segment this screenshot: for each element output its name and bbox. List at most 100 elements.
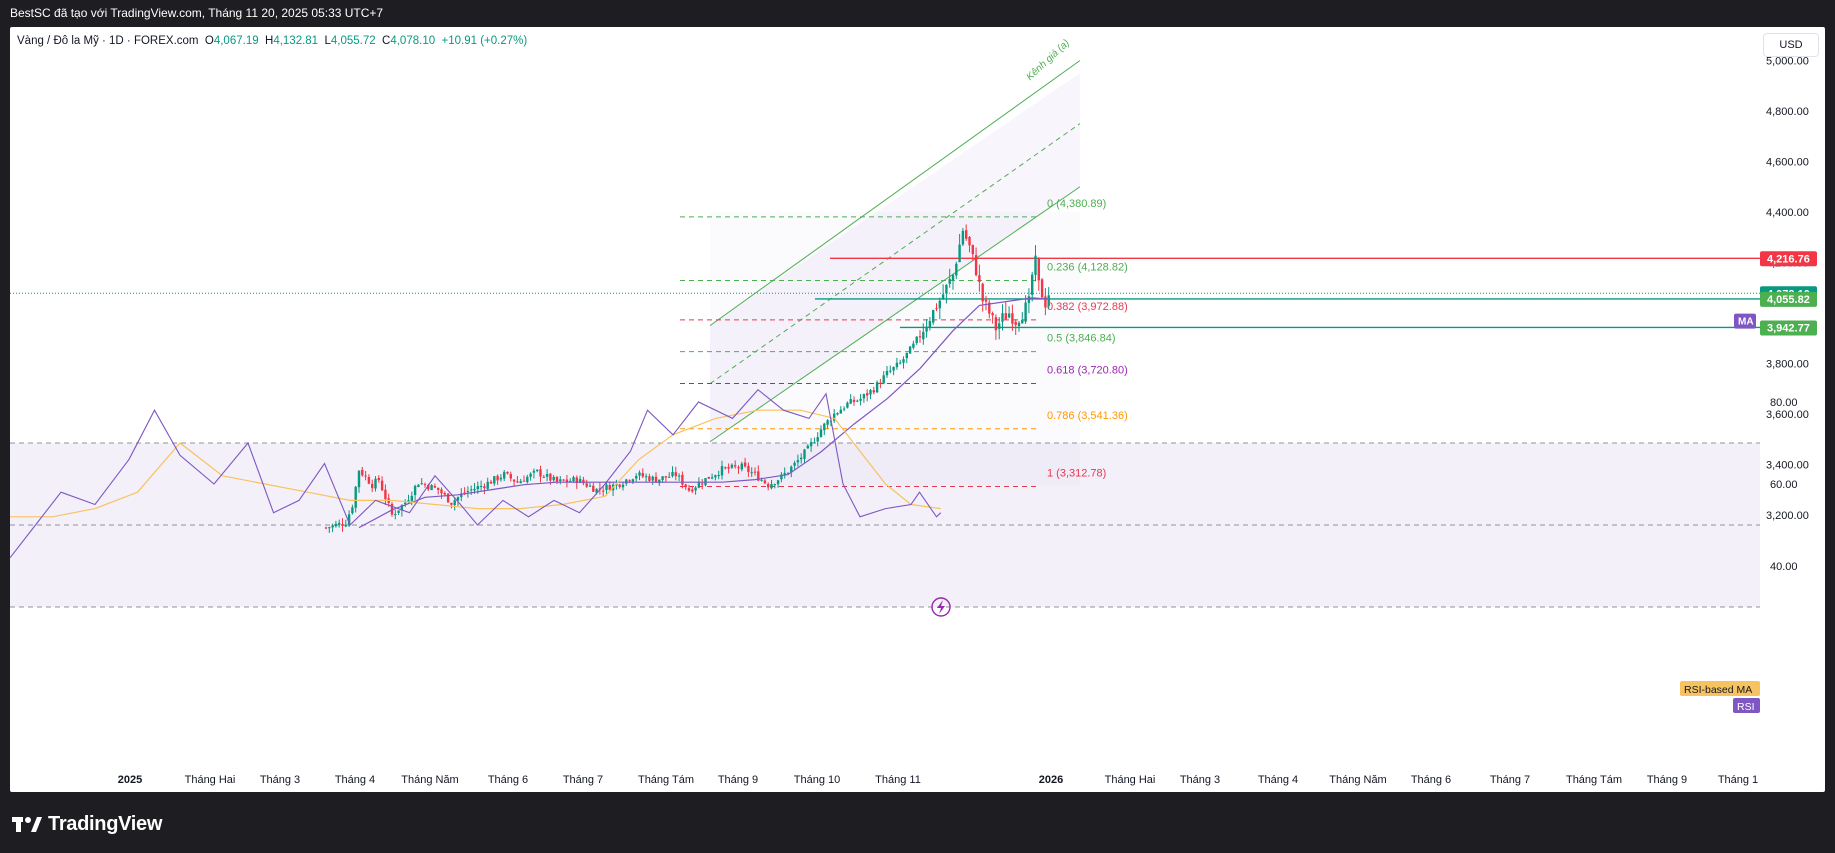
candle-body	[562, 479, 565, 481]
candle-body	[862, 394, 866, 399]
time-tick-label: Tháng 10	[794, 774, 840, 786]
candle-body	[717, 475, 720, 477]
ma-axis-badge	[1734, 313, 1756, 329]
price-tick-label: 3,400.00	[1766, 460, 1809, 472]
rsi-label: RSI	[1737, 701, 1755, 713]
candle-body	[621, 484, 625, 488]
candle-body	[555, 476, 559, 482]
fib-label-0.618: 0.618 (3,720.80)	[1047, 364, 1128, 376]
candle-body	[516, 481, 519, 483]
candle-body	[668, 476, 671, 478]
candle-body	[641, 473, 644, 477]
time-tick-label: Tháng Hai	[185, 774, 236, 786]
candle-body	[800, 457, 803, 460]
time-tick-label: Tháng 3	[1180, 774, 1220, 786]
candle-body	[430, 485, 433, 491]
candle-body	[671, 471, 674, 477]
tradingview-logo[interactable]: TradingView	[12, 813, 162, 836]
candle-body	[737, 467, 740, 469]
candle-body	[1004, 313, 1007, 320]
fib-label-0.382: 0.382 (3,972.88)	[1047, 301, 1128, 313]
rsi-label-badge	[1680, 681, 1760, 696]
candle-body	[519, 481, 522, 484]
close-value: 4,078.10	[390, 35, 436, 47]
candle-body	[833, 413, 836, 421]
candle-body	[1014, 321, 1017, 325]
time-tick-label: Tháng Tám	[1566, 774, 1622, 786]
time-tick-label: Tháng 6	[1411, 774, 1451, 786]
candle-body	[1007, 313, 1011, 318]
candle-body	[869, 389, 872, 395]
candle-body	[734, 465, 737, 467]
candle-body	[714, 475, 717, 478]
fib-label-0: 0 (4,380.89)	[1047, 198, 1106, 210]
candle-body	[1037, 257, 1040, 281]
candle-body	[776, 480, 780, 485]
fib-label-0.236: 0.236 (4,128.82)	[1047, 261, 1128, 273]
time-tick-label: Tháng 1	[1718, 774, 1758, 786]
candle-body	[928, 321, 932, 328]
header-bar: BestSC đã tạo với TradingView.com, Tháng…	[0, 0, 1835, 27]
candle-body	[347, 514, 351, 526]
candle-body	[974, 255, 978, 276]
candle-body	[872, 390, 875, 393]
candle-body	[437, 487, 440, 490]
candle-body	[552, 476, 555, 481]
candle-body	[879, 382, 882, 384]
candle-body	[895, 362, 899, 368]
candle-body	[945, 284, 948, 294]
currency-button[interactable]: USD	[1763, 33, 1819, 57]
candle-body	[767, 483, 770, 488]
candle-body	[644, 476, 648, 478]
candle-body	[793, 462, 796, 466]
candle-body	[394, 514, 397, 516]
chart-panel[interactable]	[10, 27, 1825, 792]
time-tick-label: Tháng 3	[260, 774, 300, 786]
time-tick-label: Tháng Năm	[1329, 774, 1386, 786]
candle-body	[836, 413, 839, 415]
time-tick-label: Tháng 9	[1647, 774, 1687, 786]
candle-body	[1024, 302, 1027, 322]
candle-body	[908, 346, 912, 354]
candle-body	[658, 479, 661, 484]
candle-body	[433, 485, 437, 488]
high-value: 4,132.81	[273, 35, 319, 47]
candle-body	[440, 489, 443, 494]
candle-body	[549, 473, 552, 481]
candle-body	[826, 420, 829, 425]
time-tick-label: Tháng Hai	[1105, 774, 1156, 786]
candle-body	[367, 476, 371, 484]
candle-body	[743, 462, 747, 467]
candle-body	[578, 478, 582, 483]
candle-body	[344, 525, 347, 527]
candle-body	[1031, 274, 1034, 295]
candle-body	[569, 480, 572, 482]
footer-bar	[0, 792, 1835, 853]
candle-body	[780, 474, 783, 480]
low-label: L	[324, 35, 331, 47]
candle-body	[1034, 255, 1037, 275]
candle-body	[371, 483, 374, 489]
candle-body	[701, 483, 704, 485]
channel-zone	[710, 212, 1080, 486]
candle-body	[648, 476, 651, 481]
candle-body	[687, 488, 691, 491]
time-tick-label: Tháng 4	[1258, 774, 1298, 786]
rsi-label: RSI-based MA	[1684, 684, 1752, 696]
candle-body	[357, 470, 361, 488]
candle-body	[328, 527, 331, 529]
channel-mid-line	[709, 123, 1081, 385]
candle-body	[361, 469, 364, 476]
candle-body	[635, 476, 638, 479]
candle-body	[803, 449, 806, 459]
candle-body	[978, 275, 981, 282]
close-label: C	[382, 35, 391, 47]
candle-body	[816, 437, 819, 442]
candle-body	[681, 474, 684, 485]
candle-body	[763, 480, 767, 484]
time-tick-label: Tháng 7	[1490, 774, 1530, 786]
candle-body	[407, 500, 410, 503]
price-tick-label: 4,600.00	[1766, 157, 1809, 169]
candle-body	[529, 473, 532, 477]
